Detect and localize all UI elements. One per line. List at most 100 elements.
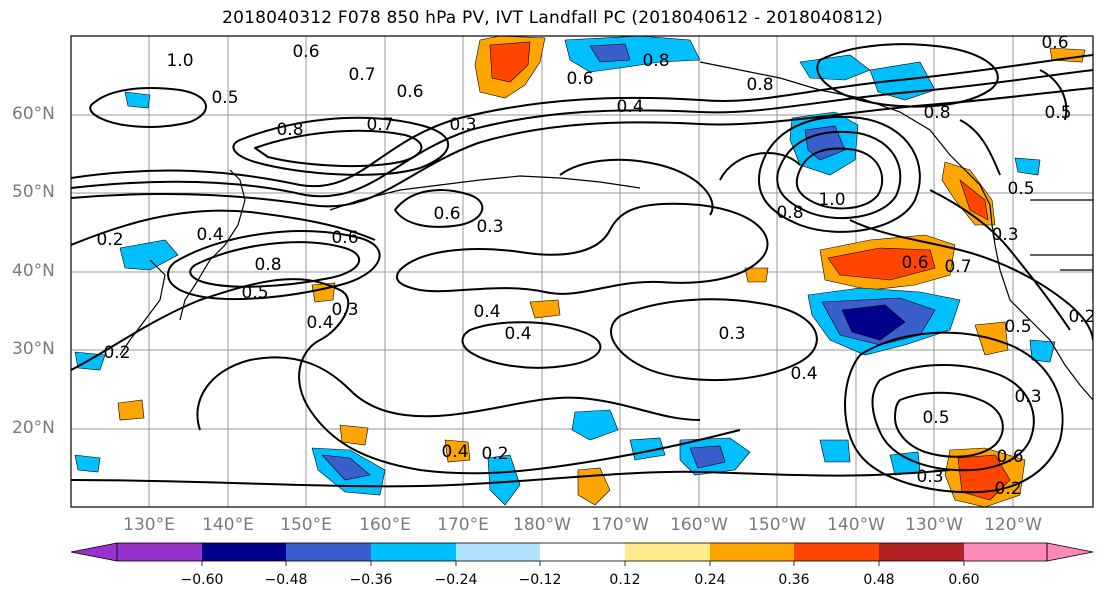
filled-anomaly-shading [74, 36, 1086, 507]
contour-label: 0.4 [790, 364, 817, 384]
graticule [71, 36, 1093, 507]
lon-label: 170°E [437, 515, 489, 535]
contour-label: 0.7 [944, 257, 971, 277]
contour-label: 0.7 [348, 65, 375, 85]
colorbar-tick-label: −0.48 [264, 572, 308, 588]
colorbar-bin [286, 543, 371, 561]
map-title: 2018040312 F078 850 hPa PV, IVT Landfall… [222, 8, 883, 28]
positive-anomaly-midpac [529, 299, 561, 319]
positive-anomaly-subtropical-core [827, 247, 936, 281]
contour-label: 0.6 [901, 253, 928, 273]
coastlines [119, 61, 1093, 401]
lat-label: 60°N [12, 104, 55, 124]
contour-label: 0.8 [746, 75, 773, 95]
negative-anomaly-west-1 [119, 239, 179, 271]
lon-label: 160°E [359, 515, 411, 535]
contour-label: 0.8 [642, 51, 669, 71]
contour-label: 0.7 [366, 115, 393, 135]
lon-label: 180°W [513, 515, 571, 535]
colorbar-tick-label: 0.48 [863, 572, 895, 588]
colorbar-tick-label: 0.60 [948, 572, 980, 588]
lon-label: 170°W [591, 515, 649, 535]
negative-anomaly-south-5 [487, 454, 521, 506]
contour-label: 0.3 [331, 300, 358, 320]
lat-label: 30°N [12, 339, 55, 359]
kamchatka-coast [179, 169, 246, 321]
contour-label: 0.8 [276, 120, 303, 140]
contour-label: 0.6 [433, 204, 460, 224]
colorbar-bin [540, 543, 625, 561]
contour-label: 0.5 [922, 408, 949, 428]
positive-anomaly-alaska-small [1049, 47, 1086, 63]
colorbar-bin [964, 543, 1047, 561]
contour-label: 1.0 [166, 51, 193, 71]
contour-label: 0.2 [103, 343, 130, 363]
lat-label: 20°N [12, 418, 55, 438]
negative-anomaly-north-2 [589, 43, 631, 63]
positive-anomaly-south-1 [577, 467, 611, 506]
contour-label: 0.5 [241, 283, 268, 303]
contour-label: 0.3 [916, 467, 943, 487]
colorbar-bin [202, 543, 286, 561]
contour-label: 0.4 [441, 442, 468, 462]
aleutians [329, 175, 641, 211]
negative-anomaly-west-3 [74, 351, 106, 371]
contour-label: 0.2 [481, 444, 508, 464]
negative-anomaly-west-2 [124, 91, 151, 109]
positive-anomaly-bc-core [959, 179, 989, 221]
lon-label: 130°W [905, 515, 963, 535]
contour-label: 0.3 [991, 225, 1018, 245]
positive-anomaly-east [744, 267, 769, 283]
colorbar-bin [794, 543, 879, 561]
colorbar-tick-label: 0.24 [694, 572, 726, 588]
colorbar-bin [625, 543, 710, 561]
colorbar-extend-low [70, 542, 118, 562]
contour-label: 0.8 [254, 255, 281, 275]
contour-label: 0.3 [476, 217, 503, 237]
negative-anomaly-north-1 [564, 36, 701, 73]
contour-label: 1.0 [818, 190, 845, 210]
colorbar-tick-label: −0.12 [518, 572, 562, 588]
japan-coast [119, 259, 166, 356]
positive-anomaly-west-2 [117, 399, 145, 421]
contour-label: 0.4 [306, 313, 333, 333]
contour-label: 0.5 [1007, 179, 1034, 199]
contour-label: 0.4 [616, 97, 643, 117]
contour-label: 0.6 [331, 228, 358, 248]
colorbar-tick-label: −0.24 [434, 572, 478, 588]
lon-label: 120°W [984, 515, 1042, 535]
colorbar-bin [710, 543, 794, 561]
negative-anomaly-west-4 [74, 454, 101, 473]
bc-coast [964, 169, 1001, 271]
na-border [1030, 199, 1093, 300]
positive-anomaly-south-2 [444, 439, 471, 463]
lon-label: 130°E [123, 515, 175, 535]
pv-contours [71, 43, 1093, 494]
contour-label: 0.6 [396, 82, 423, 102]
negative-anomaly-subtropical-core [841, 304, 906, 341]
lon-label: 150°E [280, 515, 332, 535]
negative-anomaly-south-2-core [689, 445, 726, 469]
lat-label: 50°N [12, 182, 55, 202]
contour-label: 0.3 [1014, 387, 1041, 407]
contour-label: 0.6 [292, 42, 319, 62]
contour-label: 0.4 [504, 324, 531, 344]
lat-label: 40°N [12, 261, 55, 281]
contour-label: 0.4 [473, 302, 500, 322]
colorbar-bin [371, 543, 456, 561]
contour-label: 0.5 [211, 88, 238, 108]
contour-label: 0.2 [1068, 307, 1095, 327]
lon-label: 140°E [202, 515, 254, 535]
contour-label: 0.2 [96, 230, 123, 250]
contour-label: 0.4 [196, 225, 223, 245]
lon-label: 150°W [748, 515, 806, 535]
contour-label: 0.6 [1041, 33, 1068, 53]
positive-anomaly-core [489, 41, 531, 83]
negative-anomaly-south-3 [571, 409, 619, 441]
contour-label: 0.3 [449, 115, 476, 135]
negative-anomaly-midlat [819, 439, 851, 463]
colorbar-tick-label: 0.36 [778, 572, 810, 588]
lon-label: 140°W [827, 515, 885, 535]
na-west-coast [999, 269, 1093, 401]
